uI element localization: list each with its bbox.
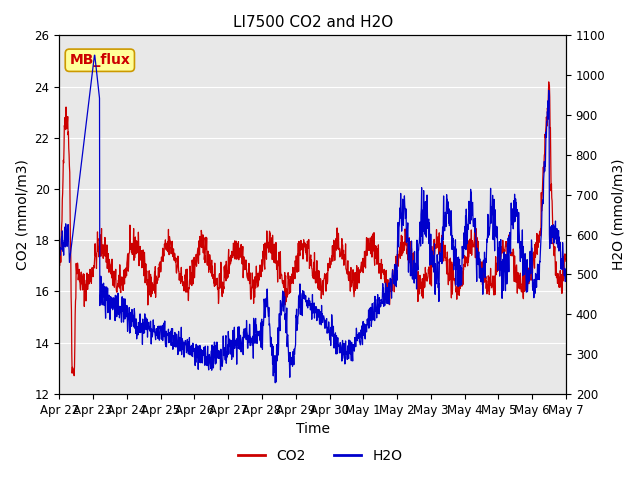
Y-axis label: H2O (mmol/m3): H2O (mmol/m3) [611, 159, 625, 270]
CO2 [116, 285, 124, 291]
Title: LI7500 CO2 and H2O: LI7500 CO2 and H2O [232, 15, 393, 30]
Y-axis label: CO2 (mmol/m3): CO2 (mmol/m3) [15, 159, 29, 270]
H2O [116, 315, 124, 321]
CO2 [281, 302, 289, 308]
Legend: CO2, H2O: CO2, H2O [232, 443, 408, 468]
CO2 [56, 259, 63, 265]
CO2 [562, 258, 570, 264]
H2O [91, 52, 99, 58]
X-axis label: Time: Time [296, 422, 330, 436]
CO2 [291, 271, 298, 277]
Line: H2O: H2O [60, 55, 566, 383]
CO2 [545, 79, 552, 85]
H2O [271, 380, 279, 385]
H2O [282, 311, 289, 317]
H2O [95, 89, 102, 95]
H2O [271, 360, 278, 366]
H2O [291, 352, 298, 358]
Line: CO2: CO2 [60, 82, 566, 376]
H2O [56, 242, 63, 248]
CO2 [70, 373, 78, 379]
H2O [562, 272, 570, 278]
CO2 [271, 248, 278, 253]
CO2 [95, 254, 102, 260]
H2O [344, 348, 352, 354]
Text: MB_flux: MB_flux [69, 53, 131, 67]
CO2 [344, 258, 352, 264]
